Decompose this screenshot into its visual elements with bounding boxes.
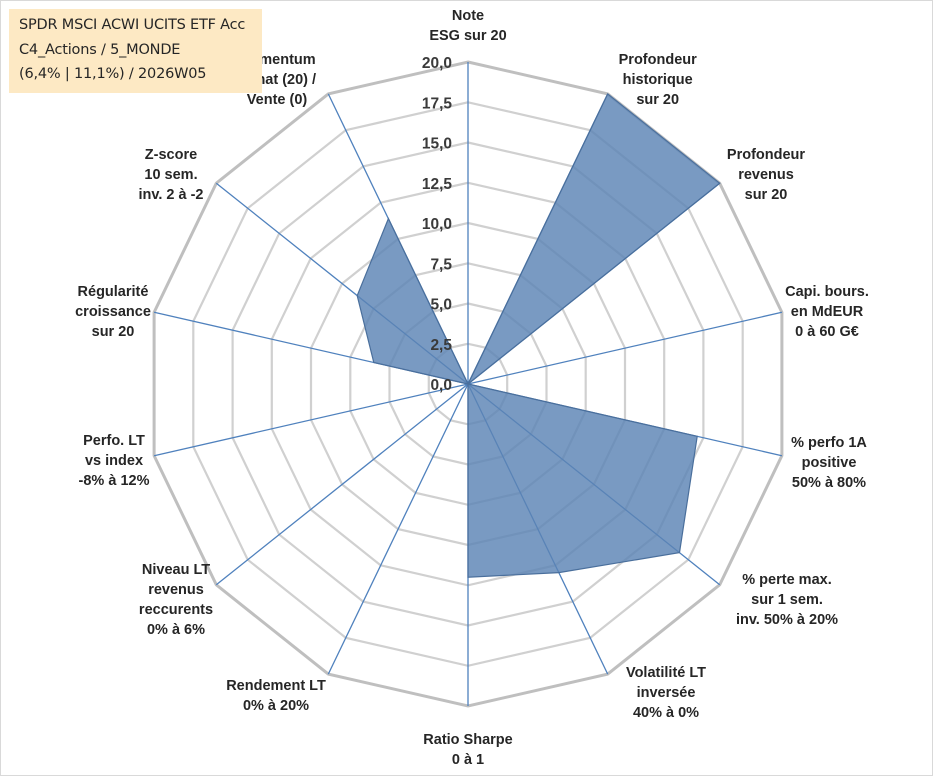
axis-label-9: Niveau LT revenus reccurents 0% à 6% [139, 562, 213, 638]
tick-label-3: 7,5 [430, 256, 452, 273]
axis-label-11: Z-score 10 sem. inv. 2 à -2 [138, 147, 203, 203]
tick-label-0: 0,0 [430, 377, 452, 394]
axis-label-2: Profondeur revenus sur 20 [727, 147, 805, 203]
tick-label-7: 17,5 [422, 95, 453, 112]
axis-label-10: Perfo. LT vs index -8% à 12% [79, 433, 150, 489]
info-box: SPDR MSCI ACWI UCITS ETF Acc C4_Actions … [9, 9, 262, 93]
spoke-9 [215, 383, 469, 586]
tick-label-6: 15,0 [422, 136, 452, 153]
tick-label-5: 12,5 [422, 176, 453, 193]
spoke-8 [327, 383, 469, 675]
axis-label-12: Régularité croissance sur 20 [75, 284, 151, 340]
tick-label-1: 2,5 [430, 337, 452, 354]
tick-label-2: 5,0 [430, 297, 452, 314]
axis-label-7: Ratio Sharpe 0 à 1 [423, 732, 512, 768]
spoke-10 [153, 383, 469, 457]
info-line-category: C4_Actions / 5_MONDE [19, 42, 181, 58]
axis-label-3: Capi. bours. en MdEUR 0 à 60 G€ [785, 284, 869, 340]
axis-label-0: Note ESG sur 20 [429, 8, 506, 44]
spoke-3 [467, 311, 783, 385]
tick-label-8: 20,0 [422, 55, 452, 72]
info-line-stats: (6,4% | 11,1%) / 2026W05 [19, 66, 207, 82]
info-line-fund-name: SPDR MSCI ACWI UCITS ETF Acc [19, 17, 246, 33]
tick-label-4: 10,0 [422, 216, 452, 233]
axis-labels: Note ESG sur 20 Profondeur historique sur 20… [75, 8, 869, 768]
axis-label-6: Volatilité LT inversée 40% à 0% [626, 665, 706, 721]
series [356, 92, 721, 578]
axis-label-8: Rendement LT 0% à 20% [226, 678, 326, 714]
series-area [356, 92, 721, 578]
axis-label-4: % perfo 1A positive 50% à 80% [791, 435, 867, 491]
axis-label-5: % perte max. sur 1 sem. inv. 50% à 20% [736, 572, 838, 628]
axis-label-1: Profondeur historique sur 20 [619, 52, 697, 108]
tick-labels: 0,0 2,5 5,0 7,5 10,0 12,5 15,0 17,5 20,0 [422, 55, 453, 394]
